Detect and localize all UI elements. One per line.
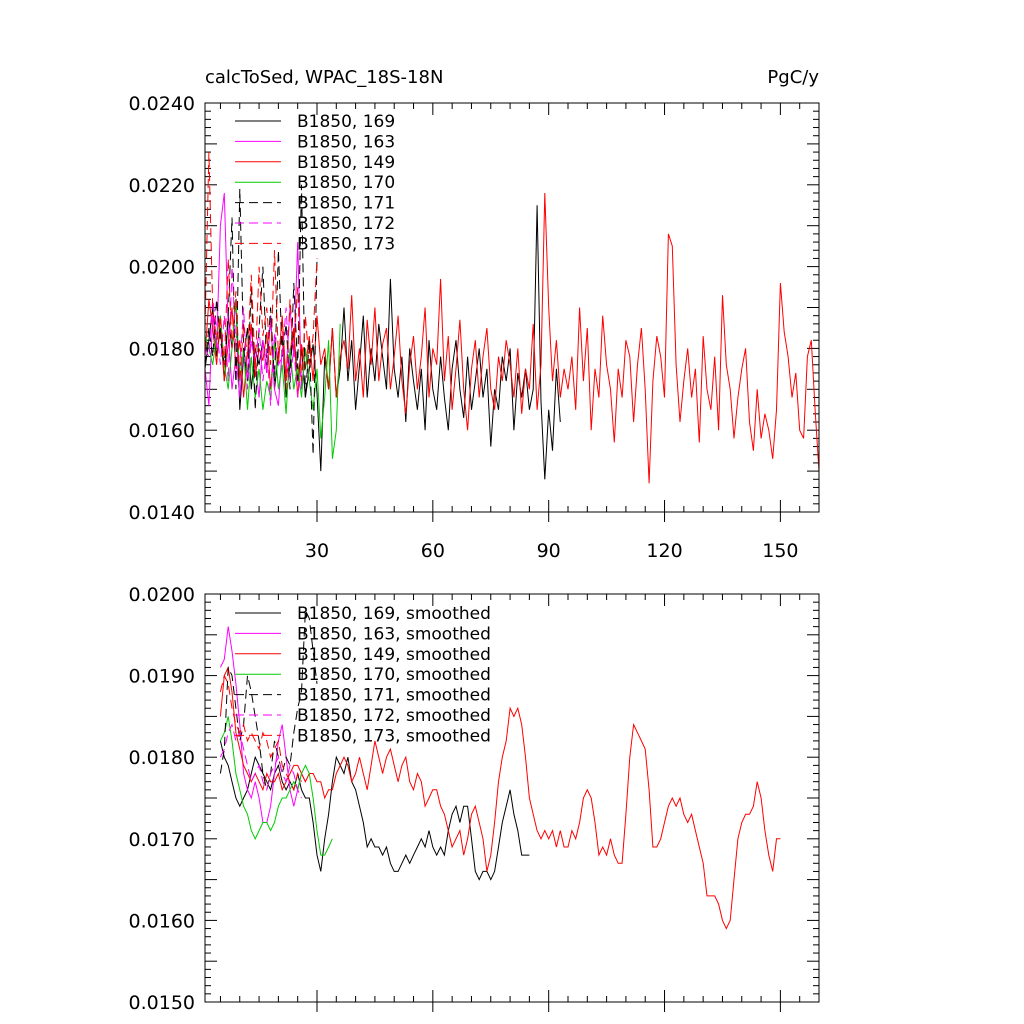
- x-tick-label: 60: [421, 540, 445, 562]
- y-tick-label: 0.0180: [129, 747, 195, 769]
- x-tick-label: 90: [537, 540, 561, 562]
- y-tick-label: 0.0220: [129, 175, 195, 197]
- y-tick-label: 0.0240: [129, 93, 195, 115]
- series-line: [219, 740, 530, 881]
- bottom-panel: 0.0150 0.0160 0.0170 0.0180 0.0190 0.0200 B185…: [129, 584, 820, 1014]
- series-line: [205, 152, 318, 390]
- legend-label: B1850, 170, smoothed: [297, 665, 491, 685]
- y-tick-label: 0.0140: [129, 502, 195, 524]
- series-group: [219, 610, 781, 930]
- x-tick-label: 30: [305, 540, 329, 562]
- series-group: [205, 152, 819, 484]
- legend-label: B1850, 171: [297, 194, 395, 214]
- x-tick-label: 150: [762, 540, 798, 562]
- legend-label: B1850, 172, smoothed: [297, 706, 491, 726]
- y-tick-label: 0.0180: [129, 338, 195, 360]
- y-tick-label: 0.0160: [129, 910, 195, 932]
- units-label: PgC/y: [767, 67, 819, 88]
- plot-frame: [204, 593, 820, 1003]
- series-line: [219, 610, 318, 790]
- legend-label: B1850, 169: [297, 112, 395, 132]
- top-panel: 0.0140 0.0160 0.0180 0.0200 0.0220 0.0240 30 60…: [129, 93, 820, 562]
- legend-label: B1850, 171, smoothed: [297, 686, 491, 706]
- legend-label: B1850, 173: [297, 234, 395, 254]
- series-line: [219, 723, 302, 799]
- legend-label: B1850, 163, smoothed: [297, 624, 491, 644]
- y-tick-label: 0.0200: [129, 584, 195, 606]
- y-tick-label: 0.0170: [129, 829, 195, 851]
- legend-label: B1850, 170: [297, 173, 395, 193]
- legend-label: B1850, 163: [297, 132, 395, 152]
- series-line: [219, 665, 781, 930]
- series-line: [219, 716, 333, 856]
- y-tick-label: 0.0200: [129, 257, 195, 279]
- chart-title: calcToSed, WPAC_18S-18N: [205, 67, 443, 88]
- series-line: [205, 192, 819, 484]
- series-line: [205, 266, 302, 406]
- legend-label: B1850, 149, smoothed: [297, 645, 491, 665]
- legend-label: B1850, 149: [297, 153, 395, 173]
- series-line: [219, 674, 302, 792]
- legend-label: B1850, 173, smoothed: [297, 726, 491, 746]
- y-tick-label: 0.0160: [129, 420, 195, 442]
- y-tick-label: 0.0150: [129, 992, 195, 1014]
- y-tick-label: 0.0190: [129, 666, 195, 688]
- legend-label: B1850, 169, smoothed: [297, 604, 491, 624]
- legend-label: B1850, 172: [297, 214, 395, 234]
- x-tick-label: 120: [646, 540, 682, 562]
- plot-frame: [204, 102, 820, 513]
